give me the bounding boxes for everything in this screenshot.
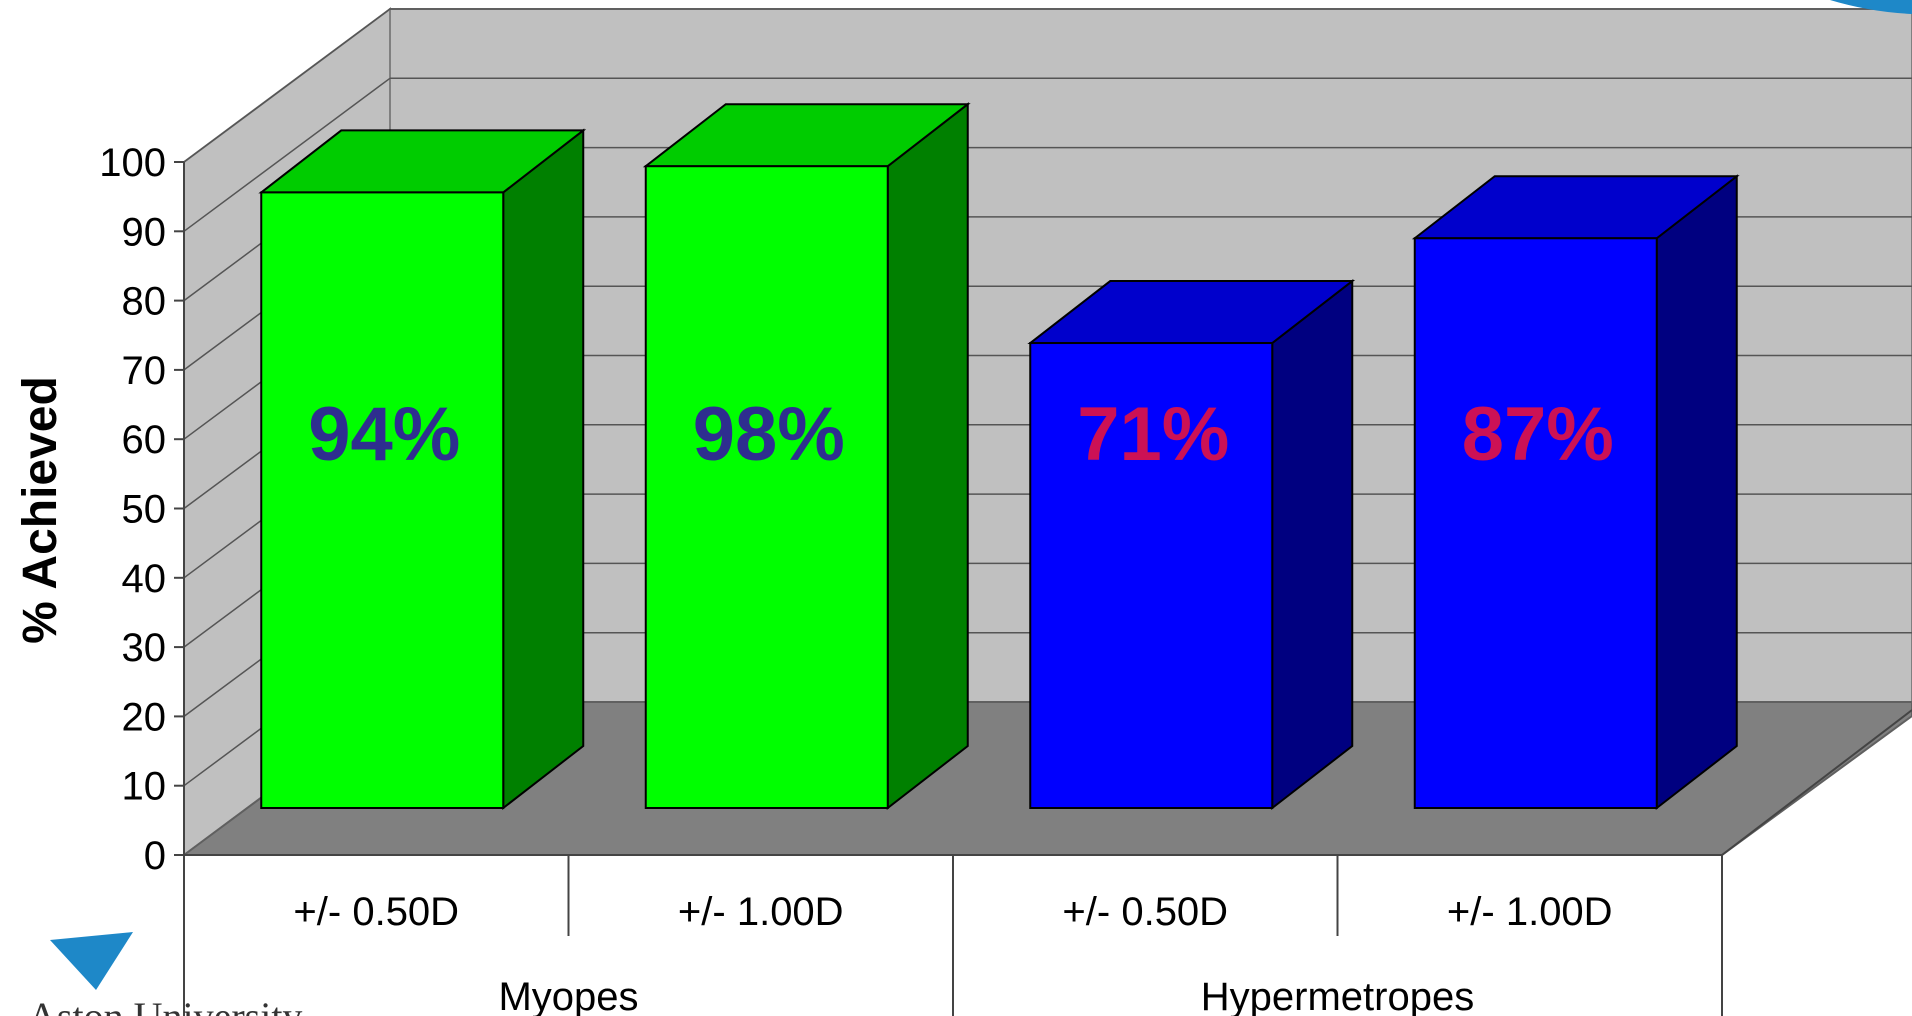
floor-edge-line — [1721, 709, 1912, 856]
data-labels: 94% 98% 71% 87% — [308, 392, 1614, 477]
y-tick-labels: 0 10 20 30 40 50 60 70 80 90 100 — [99, 141, 166, 878]
bar-side-face — [886, 102, 969, 811]
bar-front-face — [1029, 342, 1274, 809]
data-label: 71% — [1077, 392, 1229, 477]
aston-university-logo: Aston University — [28, 932, 302, 1016]
logo-text: Aston University — [28, 994, 302, 1016]
bars — [258, 102, 1740, 811]
data-label: 94% — [308, 392, 460, 477]
category-labels: +/- 0.50D +/- 1.00D +/- 0.50D +/- 1.00D Myop… — [293, 855, 1723, 1016]
bar-side-face — [1271, 278, 1354, 811]
bar-side-face — [502, 128, 585, 811]
bar-front-face — [1413, 237, 1658, 809]
y-tick-label: 0 — [144, 834, 166, 878]
y-tick-label: 70 — [122, 349, 167, 393]
category-label: +/- 0.50D — [1062, 890, 1228, 934]
bar — [642, 102, 971, 811]
y-tick-label: 30 — [122, 626, 167, 670]
y-tick-label: 20 — [122, 695, 167, 739]
y-tick-label: 90 — [122, 210, 167, 254]
gridline-side — [183, 77, 391, 232]
data-label: 87% — [1462, 392, 1614, 477]
y-tick-label: 40 — [122, 557, 167, 601]
category-label: +/- 0.50D — [293, 890, 459, 934]
group-label: Myopes — [498, 975, 638, 1016]
bar-front-face — [644, 165, 889, 809]
bar — [1027, 278, 1356, 811]
group-label: Hypermetropes — [1201, 975, 1474, 1016]
y-tick-label: 10 — [122, 765, 167, 809]
category-label: +/- 1.00D — [1447, 890, 1613, 934]
y-tick-label: 50 — [122, 488, 167, 532]
gridline-side — [183, 8, 391, 163]
corner-logo-fragment-icon — [1830, 0, 1912, 14]
bar-front-face — [260, 191, 505, 810]
y-tick-label: 60 — [122, 418, 167, 462]
bar — [1411, 174, 1740, 811]
y-tick-label: 80 — [122, 280, 167, 324]
y-tick-label: 100 — [99, 141, 166, 185]
bar-side-face — [1655, 174, 1738, 811]
logo-triangle-icon — [50, 932, 133, 990]
category-label: +/- 1.00D — [678, 890, 844, 934]
bar — [258, 128, 587, 811]
y-axis-label: % Achieved — [14, 376, 67, 644]
data-label: 98% — [693, 392, 845, 477]
